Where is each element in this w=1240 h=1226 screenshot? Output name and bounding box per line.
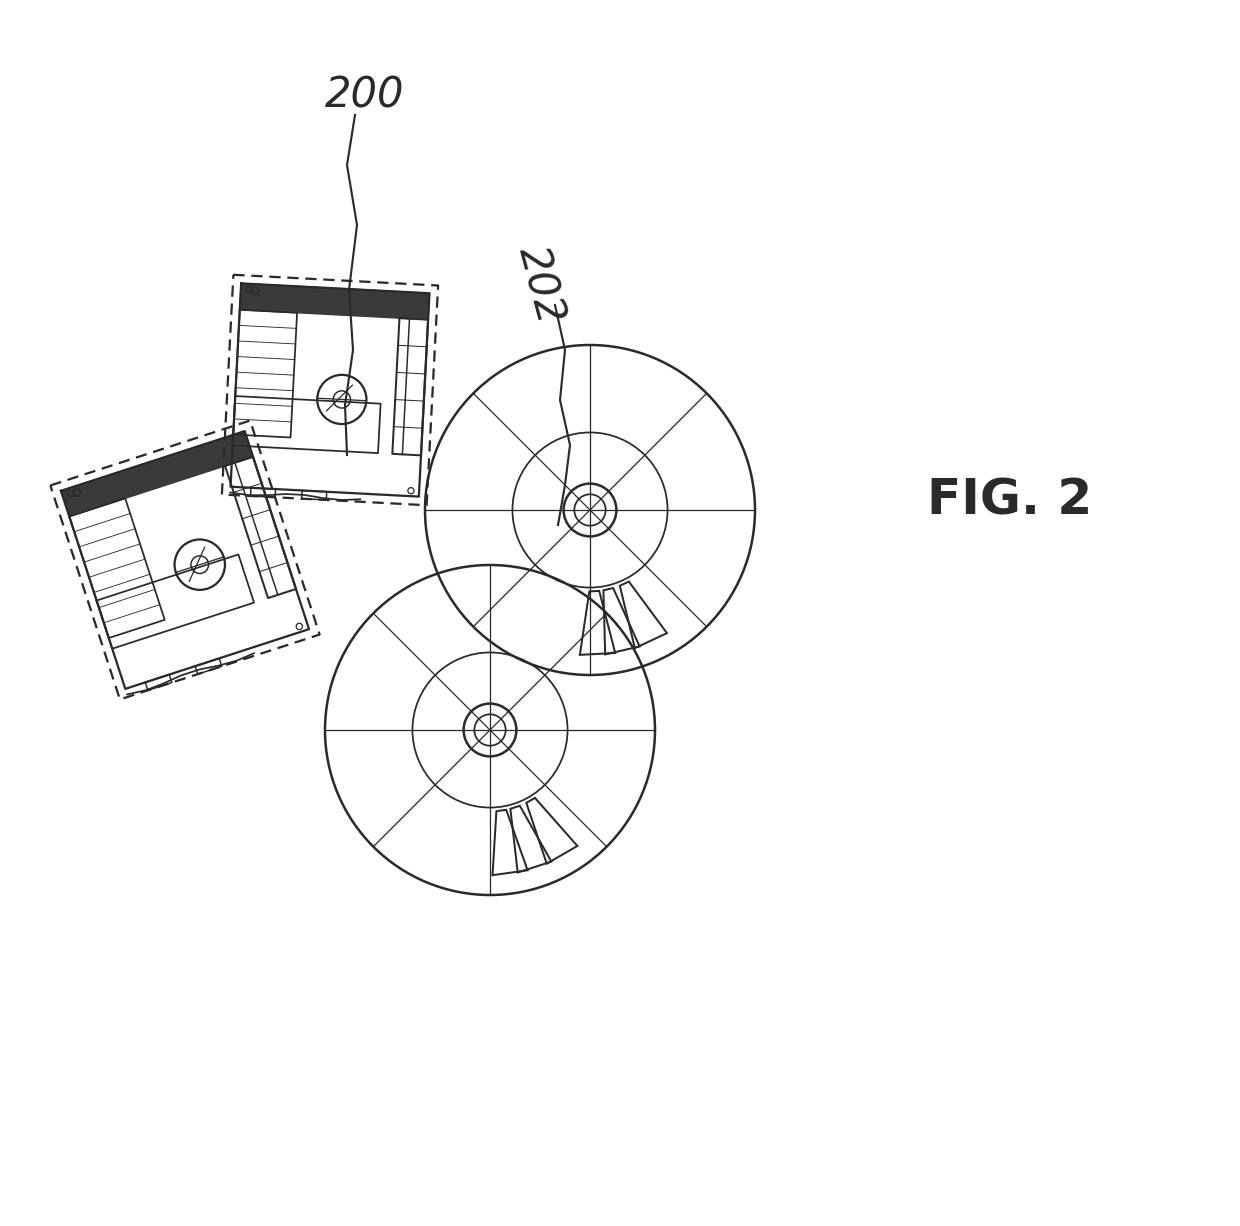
Polygon shape xyxy=(61,432,253,516)
Text: FIG. 2: FIG. 2 xyxy=(928,476,1092,524)
Text: 202: 202 xyxy=(510,242,570,329)
Text: 200: 200 xyxy=(325,74,404,116)
Polygon shape xyxy=(239,283,429,320)
